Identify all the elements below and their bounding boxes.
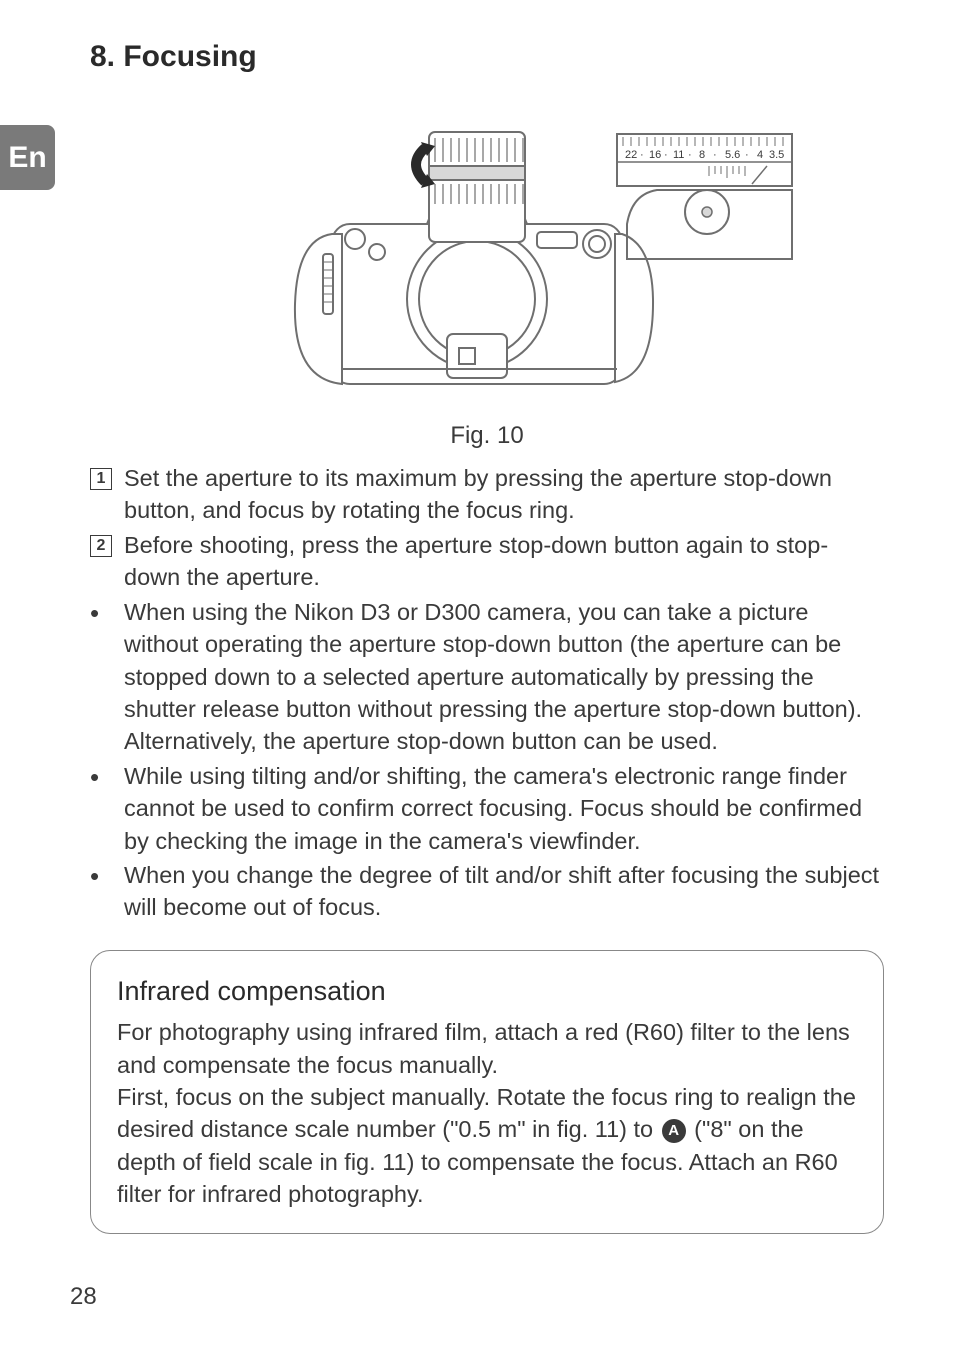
bullet-marker: • <box>90 600 99 626</box>
bullet-marker: • <box>90 764 99 790</box>
scale-4: 4 <box>757 149 763 161</box>
scale-5-6: 5.6 <box>725 149 740 161</box>
step-marker-1: 1 <box>90 468 112 490</box>
step-2: 2 Before shooting, press the aperture st… <box>90 529 884 594</box>
infrared-info-box: Infrared compensation For photography us… <box>90 950 884 1234</box>
bullet-2-text: While using tilting and/or shifting, the… <box>124 760 884 857</box>
info-p2: First, focus on the subject manually. Ro… <box>117 1081 857 1211</box>
svg-text:·: · <box>640 149 644 161</box>
bullet-1: • When using the Nikon D3 or D300 camera… <box>90 596 884 758</box>
info-title: Infrared compensation <box>117 973 857 1010</box>
figure-caption: Fig. 10 <box>90 422 884 450</box>
bullet-marker: • <box>90 863 99 889</box>
camera-diagram: 22 · 16 · 11 · 8 · 5.6 · 4 3.5 <box>177 104 797 414</box>
scale-3-5: 3.5 <box>769 149 784 161</box>
svg-text:·: · <box>713 149 717 161</box>
page-number: 28 <box>70 1283 97 1311</box>
bullet-3: • When you change the degree of tilt and… <box>90 859 884 924</box>
bullet-1-text: When using the Nikon D3 or D300 camera, … <box>124 596 884 758</box>
svg-text:·: · <box>745 149 749 161</box>
svg-text:·: · <box>688 149 692 161</box>
svg-text:·: · <box>664 149 668 161</box>
instruction-list: 1 Set the aperture to its maximum by pre… <box>90 462 884 924</box>
step-1: 1 Set the aperture to its maximum by pre… <box>90 462 884 527</box>
scale-16: 16 <box>649 149 661 161</box>
figure-10: 22 · 16 · 11 · 8 · 5.6 · 4 3.5 <box>90 104 884 450</box>
bullet-2: • While using tilting and/or shifting, t… <box>90 760 884 857</box>
scale-8: 8 <box>699 149 705 161</box>
bullet-3-text: When you change the degree of tilt and/o… <box>124 859 884 924</box>
page-content: 8. Focusing <box>0 0 954 1234</box>
step-1-text: Set the aperture to its maximum by press… <box>124 462 884 527</box>
section-heading: 8. Focusing <box>90 40 884 74</box>
step-2-text: Before shooting, press the aperture stop… <box>124 529 884 594</box>
scale-11: 11 <box>673 149 684 161</box>
language-tab: En <box>0 125 55 190</box>
circle-a-icon: A <box>662 1119 686 1143</box>
step-marker-2: 2 <box>90 535 112 557</box>
info-p1: For photography using infrared film, att… <box>117 1016 857 1081</box>
scale-22: 22 <box>625 149 637 161</box>
